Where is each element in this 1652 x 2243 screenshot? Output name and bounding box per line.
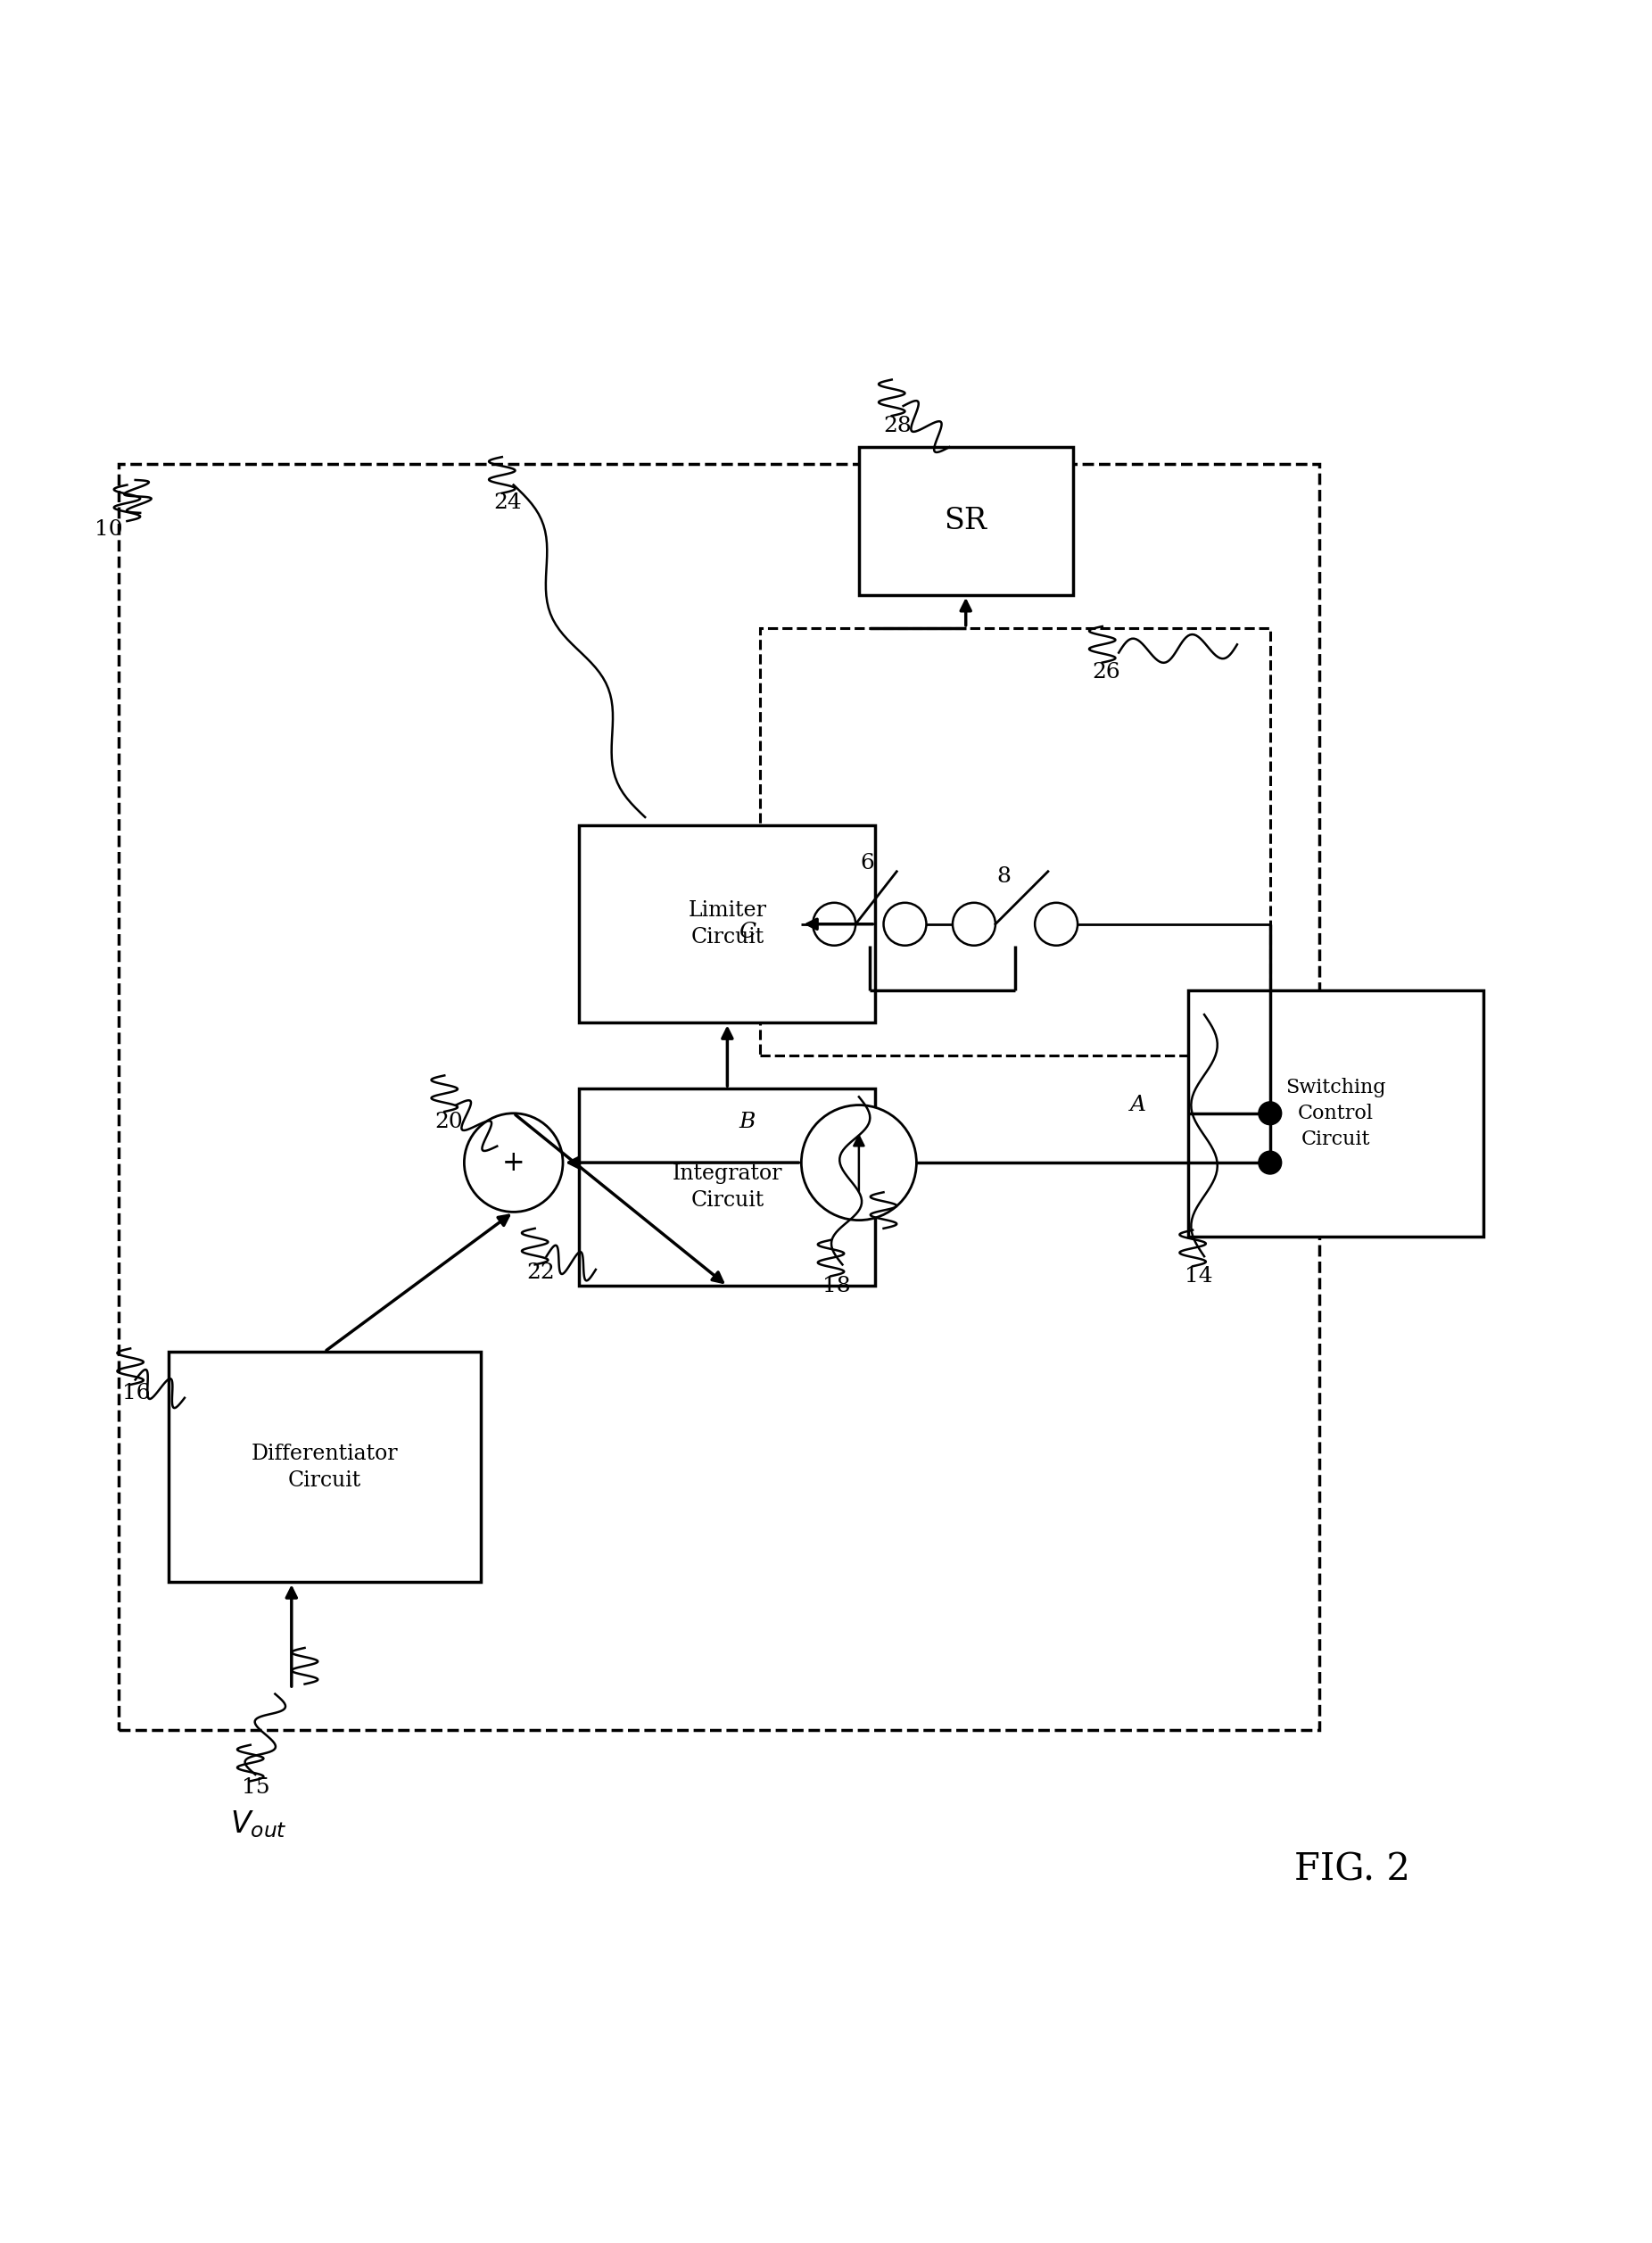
Text: 18: 18 <box>823 1276 851 1296</box>
Text: B: B <box>738 1110 755 1133</box>
Text: Integrator
Circuit: Integrator Circuit <box>672 1164 783 1211</box>
Text: 6: 6 <box>861 852 874 873</box>
Bar <box>760 628 1270 1056</box>
Text: Differentiator
Circuit: Differentiator Circuit <box>251 1442 398 1492</box>
Circle shape <box>464 1113 563 1211</box>
Text: FIG. 2: FIG. 2 <box>1294 1850 1411 1889</box>
Text: 15: 15 <box>243 1776 271 1799</box>
Circle shape <box>813 902 856 947</box>
Text: 20: 20 <box>434 1110 463 1133</box>
Text: 26: 26 <box>1092 662 1120 682</box>
Text: SR: SR <box>945 507 988 536</box>
Text: Limiter
Circuit: Limiter Circuit <box>689 899 767 949</box>
Text: $V_{out}$: $V_{out}$ <box>230 1808 287 1839</box>
Bar <box>119 464 1320 1729</box>
Bar <box>580 1088 876 1285</box>
Circle shape <box>884 902 927 947</box>
Text: +: + <box>502 1148 525 1175</box>
Bar <box>1188 989 1483 1236</box>
Text: A: A <box>1130 1095 1146 1115</box>
Text: 24: 24 <box>494 493 522 514</box>
Circle shape <box>1034 902 1077 947</box>
Text: Switching
Control
Circuit: Switching Control Circuit <box>1285 1079 1386 1148</box>
Text: 14: 14 <box>1184 1265 1213 1287</box>
Text: 10: 10 <box>94 518 122 541</box>
Text: 16: 16 <box>122 1382 150 1404</box>
Circle shape <box>801 1106 917 1220</box>
Circle shape <box>1259 1101 1282 1124</box>
Bar <box>169 1353 481 1581</box>
Text: 22: 22 <box>527 1263 555 1283</box>
Text: C: C <box>738 922 755 942</box>
Circle shape <box>953 902 996 947</box>
Bar <box>580 825 876 1023</box>
Bar <box>859 446 1072 594</box>
Text: 8: 8 <box>996 866 1011 886</box>
Text: 28: 28 <box>884 415 912 435</box>
Circle shape <box>1259 1151 1282 1173</box>
